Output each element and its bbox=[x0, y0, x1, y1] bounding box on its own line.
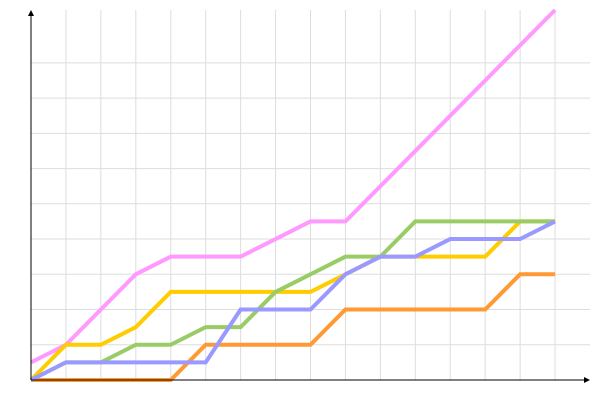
series-line-3 bbox=[30, 219, 556, 382]
series-line-5 bbox=[30, 219, 556, 382]
y-axis-arrow-icon bbox=[28, 10, 34, 16]
axes bbox=[28, 10, 590, 383]
series-lines bbox=[29, 8, 557, 382]
series-line-2 bbox=[29, 219, 556, 382]
grid bbox=[31, 10, 590, 380]
x-axis-arrow-icon bbox=[584, 377, 590, 383]
series-line-1 bbox=[30, 8, 557, 365]
